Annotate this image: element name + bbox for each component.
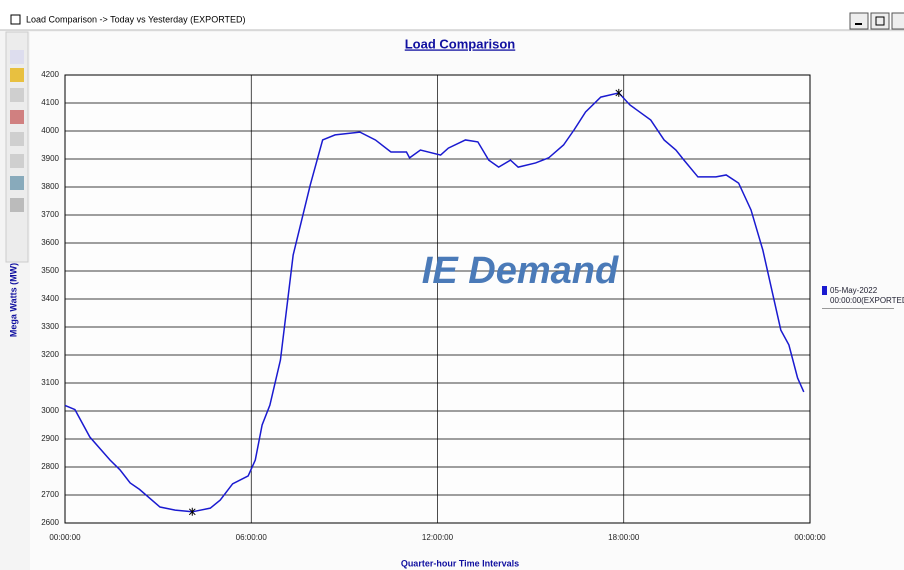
tool-button[interactable] (10, 176, 24, 190)
x-axis-label: Quarter-hour Time Intervals (401, 558, 519, 568)
minimize-button[interactable] (849, 12, 869, 30)
extreme-marker (615, 88, 623, 97)
extreme-marker (188, 507, 196, 516)
legend-label: 05-May-2022 00:00:00(EXPORTED) (830, 286, 904, 305)
y-axis-label: Mega Watts (MW) (8, 263, 18, 337)
y-tick-label: 4000 (41, 126, 59, 135)
y-tick-label: 3800 (41, 182, 59, 191)
title-bar (0, 10, 904, 30)
x-tick-label: 06:00:00 (236, 533, 268, 542)
y-tick-label: 2800 (41, 462, 59, 471)
y-tick-label: 3200 (41, 350, 59, 359)
y-tick-label: 3700 (41, 210, 59, 219)
x-tick-label: 18:00:00 (608, 533, 640, 542)
y-tick-label: 4100 (41, 98, 59, 107)
chart-title: Load Comparison (405, 36, 516, 51)
tool-button[interactable] (10, 132, 24, 146)
x-tick-label: 12:00:00 (422, 533, 454, 542)
tool-button[interactable] (10, 198, 24, 212)
y-tick-label: 3400 (41, 294, 59, 303)
y-tick-label: 3100 (41, 378, 59, 387)
maximize-button[interactable] (870, 12, 890, 30)
toolbar-icons (10, 50, 24, 212)
tool-button[interactable] (10, 50, 24, 64)
tool-button[interactable] (10, 110, 24, 124)
legend-entry: 05-May-2022 00:00:00(EXPORTED) (822, 286, 904, 309)
y-tick-label: 3900 (41, 154, 59, 163)
y-tick-label: 3000 (41, 406, 59, 415)
y-tick-label: 3600 (41, 238, 59, 247)
series-line (64, 92, 805, 513)
y-tick-label: 2600 (41, 518, 59, 527)
maximize-icon (875, 16, 885, 26)
tool-button[interactable] (10, 68, 24, 82)
y-tick-label: 2900 (41, 434, 59, 443)
toolbar (5, 31, 29, 263)
y-tick-label: 2700 (41, 490, 59, 499)
x-tick-label: 00:00:00 (794, 533, 826, 542)
tool-button[interactable] (10, 88, 24, 102)
legend: 05-May-2022 00:00:00(EXPORTED) (822, 286, 904, 309)
y-tick-label: 3300 (41, 322, 59, 331)
x-tick-label: 00:00:00 (49, 533, 81, 542)
y-tick-label: 3500 (41, 266, 59, 275)
close-button[interactable] (891, 12, 904, 30)
window-title: Load Comparison -> Today vs Yesterday (E… (26, 14, 246, 24)
tool-button[interactable] (10, 154, 24, 168)
annotation: IE Demand (422, 250, 619, 292)
legend-swatch (822, 286, 827, 295)
app-icon (10, 14, 21, 25)
y-tick-label: 4200 (41, 70, 59, 79)
